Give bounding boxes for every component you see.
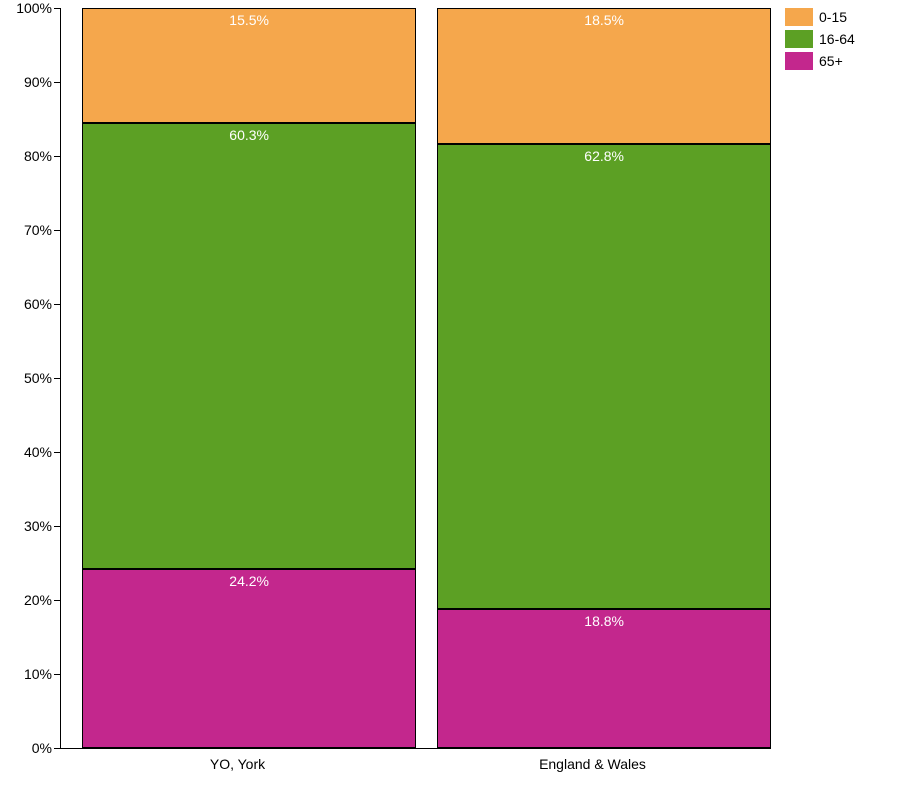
segment-label: 18.5% (438, 12, 770, 28)
legend-swatch (785, 52, 813, 70)
y-tick-label: 60% (0, 296, 52, 312)
chart-container: 100% 90% 80% 70% 60% 50% 40% 30% 20% 10%… (0, 0, 900, 790)
segment-label: 18.8% (438, 613, 770, 629)
legend-label: 16-64 (819, 31, 855, 47)
legend-item: 16-64 (785, 30, 855, 48)
bar-ew-65plus: 18.8% (437, 609, 771, 748)
bar-ew-0-15: 18.5% (437, 8, 771, 144)
segment-label: 24.2% (83, 573, 415, 589)
y-tick-label: 90% (0, 74, 52, 90)
segment-label: 15.5% (83, 12, 415, 28)
legend-label: 65+ (819, 53, 843, 69)
x-tick-label: YO, York (60, 756, 415, 772)
legend-label: 0-15 (819, 9, 847, 25)
bar-york-65plus: 24.2% (82, 569, 416, 748)
legend: 0-15 16-64 65+ (785, 8, 855, 74)
bar-york-0-15: 15.5% (82, 8, 416, 123)
segment-label: 60.3% (83, 127, 415, 143)
x-tick-label: England & Wales (415, 756, 770, 772)
y-tick-label: 20% (0, 592, 52, 608)
segment-label: 62.8% (438, 148, 770, 164)
bar-york-16-64: 60.3% (82, 123, 416, 569)
y-tick-label: 50% (0, 370, 52, 386)
y-tick-label: 100% (0, 0, 52, 16)
legend-item: 65+ (785, 52, 855, 70)
y-tick-label: 30% (0, 518, 52, 534)
y-tick-label: 80% (0, 148, 52, 164)
legend-item: 0-15 (785, 8, 855, 26)
legend-swatch (785, 30, 813, 48)
y-tick-label: 70% (0, 222, 52, 238)
bar-ew-16-64: 62.8% (437, 144, 771, 609)
y-tick-label: 10% (0, 666, 52, 682)
y-tick-label: 0% (0, 740, 52, 756)
plot-area: 24.2% 60.3% 15.5% 18.8% 62.8% 18.5% (60, 8, 771, 749)
y-tick-label: 40% (0, 444, 52, 460)
legend-swatch (785, 8, 813, 26)
